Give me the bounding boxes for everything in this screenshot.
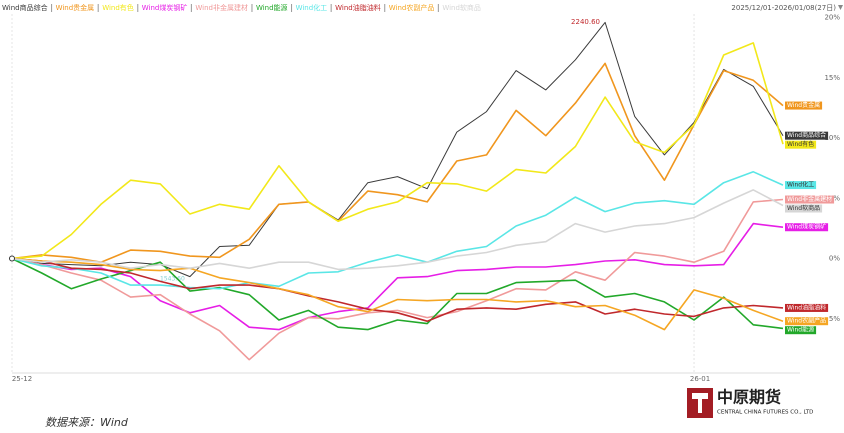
y-tick-label: 0% (829, 255, 840, 263)
end-label: Wind有色 (785, 140, 817, 149)
end-label: Wind软商品 (785, 204, 823, 213)
end-label: Wind贵金属 (785, 101, 823, 110)
end-label-box (785, 140, 817, 149)
series-line (11, 171, 784, 290)
legend-item[interactable]: Wind商品综合 (2, 3, 48, 12)
end-label-text: Wind油脂油料 (787, 303, 826, 311)
end-label-box (785, 131, 829, 140)
y-tick-label: 5% (829, 194, 840, 202)
series-line (11, 198, 784, 361)
logo-name: 中原期货 (717, 388, 781, 407)
x-tick-label: 26-01 (690, 375, 710, 383)
legend-item[interactable]: Wind非金属建材 (195, 3, 248, 12)
y-tick-label: 20% (824, 14, 840, 22)
dropdown-icon[interactable] (838, 5, 843, 10)
x-tick-label: 25-12 (12, 375, 32, 383)
end-label-box (785, 317, 829, 326)
end-label: Wind商品综合 (785, 131, 829, 140)
source: 数据来源：Wind (45, 416, 129, 429)
origin-dot (9, 255, 15, 262)
legend: Wind商品综合 Wind贵金属 Wind有色 Wind煤炭钢矿 Wind非金属建材 Wi… (2, 3, 481, 12)
legend-item[interactable]: Wind农副产品 (389, 3, 435, 12)
y-tick-label: 10% (824, 134, 840, 142)
y-tick-label: 15% (824, 74, 840, 82)
end-label-text: Wind软商品 (787, 204, 820, 212)
end-label-text: Wind商品综合 (787, 131, 826, 139)
legend-item[interactable]: Wind软商品 (442, 3, 481, 12)
end-label-box (785, 223, 829, 232)
end-label: Wind农副产品 (785, 317, 829, 326)
series-line (11, 257, 784, 331)
end-label: Wind非金属建材 (785, 195, 835, 204)
legend-item[interactable]: Wind能源 (256, 3, 288, 12)
end-label-box (785, 195, 835, 204)
annotation: 1543.60 (160, 276, 185, 283)
series-line (11, 62, 784, 263)
end-label-text: Wind有色 (787, 140, 814, 148)
series-line (11, 257, 784, 322)
date-range: 2025/12/01-2026/01/08(27日) (731, 4, 836, 12)
end-label-text: Wind贵金属 (787, 101, 820, 109)
end-label-box (785, 326, 817, 335)
end-label-text: Wind煤炭钢矿 (787, 223, 826, 231)
y-tick-label: 5% (829, 315, 840, 323)
end-label: Wind能源 (785, 326, 817, 335)
logo: 中原期货 CENTRAL CHINA FUTURES CO., LTD (687, 388, 813, 418)
end-label-text: Wind农副产品 (787, 317, 826, 325)
end-label-text: Wind非金属建材 (787, 195, 832, 203)
logo-glyph (692, 393, 708, 413)
series-line (11, 21, 784, 278)
logo-subtitle: CENTRAL CHINA FUTURES CO., LTD (717, 410, 813, 416)
end-label-box (785, 181, 817, 190)
end-label-box (785, 101, 823, 110)
end-label-box (785, 303, 829, 312)
legend-item[interactable]: Wind煤炭钢矿 (142, 3, 188, 12)
series-line (11, 42, 784, 260)
end-label-box (785, 204, 823, 213)
end-label: Wind化工 (785, 181, 817, 190)
end-label-text: Wind化工 (787, 181, 814, 189)
end-label: Wind油脂油料 (785, 303, 829, 312)
legend-item[interactable]: Wind有色 (102, 3, 134, 12)
series-line (11, 189, 784, 271)
end-label: Wind煤炭钢矿 (785, 223, 829, 232)
annotation: 2240.60 (571, 18, 600, 26)
legend-item[interactable]: Wind贵金属 (56, 3, 95, 12)
legend-item[interactable]: Wind化工 (296, 3, 328, 12)
legend-item[interactable]: Wind油脂油料 (335, 3, 381, 12)
end-label-text: Wind能源 (787, 326, 814, 334)
